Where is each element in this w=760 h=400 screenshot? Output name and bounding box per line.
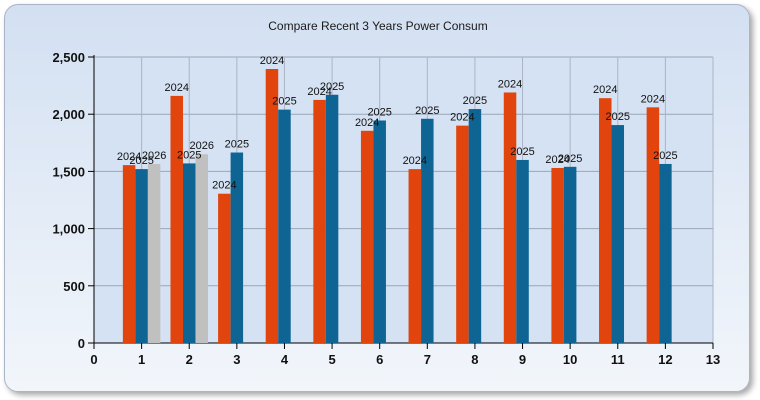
data-label-2024-6: 2024 bbox=[355, 117, 379, 129]
bar-2025-2 bbox=[182, 163, 196, 343]
x-tick-label: 10 bbox=[563, 352, 577, 367]
y-tick-label: 2,000 bbox=[52, 107, 85, 122]
x-tick-label: 13 bbox=[706, 352, 720, 367]
bar-2026-1 bbox=[147, 163, 161, 343]
data-label-2025-8: 2025 bbox=[463, 95, 487, 107]
x-tick-label: 5 bbox=[328, 352, 335, 367]
y-tick-label: 1,500 bbox=[52, 164, 85, 179]
bar-2025-5 bbox=[325, 94, 339, 343]
bar-2025-11 bbox=[611, 125, 625, 344]
x-tick-label: 0 bbox=[90, 352, 97, 367]
bar-2025-12 bbox=[659, 163, 672, 343]
y-tick-label: 0 bbox=[78, 336, 85, 351]
data-label-2025-11: 2025 bbox=[606, 111, 630, 123]
bar-2025-3 bbox=[230, 152, 244, 343]
data-label-2024-3: 2024 bbox=[212, 180, 236, 192]
data-label-2026-2: 2026 bbox=[189, 140, 213, 152]
bar-2024-11 bbox=[599, 98, 612, 344]
bar-2025-6 bbox=[373, 120, 386, 343]
data-label-2024-4: 2024 bbox=[260, 55, 284, 67]
bar-2026-2 bbox=[195, 154, 208, 343]
bar-2024-1 bbox=[122, 165, 136, 343]
data-label-2024-9: 2024 bbox=[498, 78, 522, 90]
data-label-2025-7: 2025 bbox=[415, 105, 439, 117]
data-label-2024-7: 2024 bbox=[403, 155, 427, 167]
x-tick-label: 9 bbox=[519, 352, 526, 367]
data-label-2024-5: 2024 bbox=[307, 86, 331, 98]
data-label-2025-4: 2025 bbox=[272, 96, 296, 108]
data-label-2025-2: 2025 bbox=[177, 149, 201, 161]
data-label-2025-12: 2025 bbox=[653, 150, 677, 162]
bar-2024-9 bbox=[503, 92, 517, 344]
data-label-2024-12: 2024 bbox=[641, 93, 665, 105]
bar-2025-8 bbox=[468, 109, 482, 343]
data-label-2024-8: 2024 bbox=[450, 112, 474, 124]
bar-2024-3 bbox=[218, 193, 231, 343]
x-tick-label: 7 bbox=[424, 352, 431, 367]
bar-2024-6 bbox=[360, 130, 374, 343]
x-tick-label: 4 bbox=[281, 352, 289, 367]
bar-2024-2 bbox=[170, 95, 183, 344]
bar-2025-7 bbox=[421, 118, 434, 343]
bar-2025-4 bbox=[278, 109, 291, 344]
bar-2024-8 bbox=[456, 125, 469, 343]
data-label-2024-2: 2024 bbox=[164, 82, 188, 94]
x-tick-label: 11 bbox=[611, 352, 625, 367]
y-tick-label: 1,000 bbox=[52, 222, 85, 237]
data-label-2025-3: 2025 bbox=[225, 139, 249, 151]
data-label-2025-6: 2025 bbox=[367, 106, 391, 118]
bar-2024-12 bbox=[646, 107, 660, 343]
bar-2024-7 bbox=[408, 169, 422, 343]
data-label-2026-1: 2026 bbox=[142, 150, 166, 162]
x-tick-label: 3 bbox=[233, 352, 240, 367]
bar-2024-4 bbox=[265, 69, 279, 344]
x-tick-label: 1 bbox=[138, 352, 145, 367]
bar-2025-1 bbox=[135, 169, 148, 343]
data-label-2025-5: 2025 bbox=[320, 81, 344, 93]
bar-2025-9 bbox=[516, 159, 529, 343]
chart-title: Compare Recent 3 Years Power Consum bbox=[268, 19, 487, 33]
data-label-2025-10: 2025 bbox=[558, 153, 582, 165]
data-label-2024-1: 2024 bbox=[117, 151, 141, 163]
x-tick-label: 6 bbox=[376, 352, 383, 367]
data-label-2025-1: 2025 bbox=[129, 155, 153, 167]
bar-2024-5 bbox=[313, 99, 326, 344]
x-tick-label: 2 bbox=[186, 352, 193, 367]
bar-2024-10 bbox=[551, 167, 564, 343]
x-tick-label: 12 bbox=[658, 352, 672, 367]
y-tick-label: 2,500 bbox=[52, 50, 85, 65]
y-tick-label: 500 bbox=[63, 279, 85, 294]
x-tick-label: 8 bbox=[471, 352, 478, 367]
bar-2025-10 bbox=[563, 166, 577, 343]
data-label-2025-9: 2025 bbox=[510, 146, 534, 158]
data-label-2024-11: 2024 bbox=[593, 84, 617, 96]
data-label-2024-10: 2024 bbox=[545, 154, 569, 166]
